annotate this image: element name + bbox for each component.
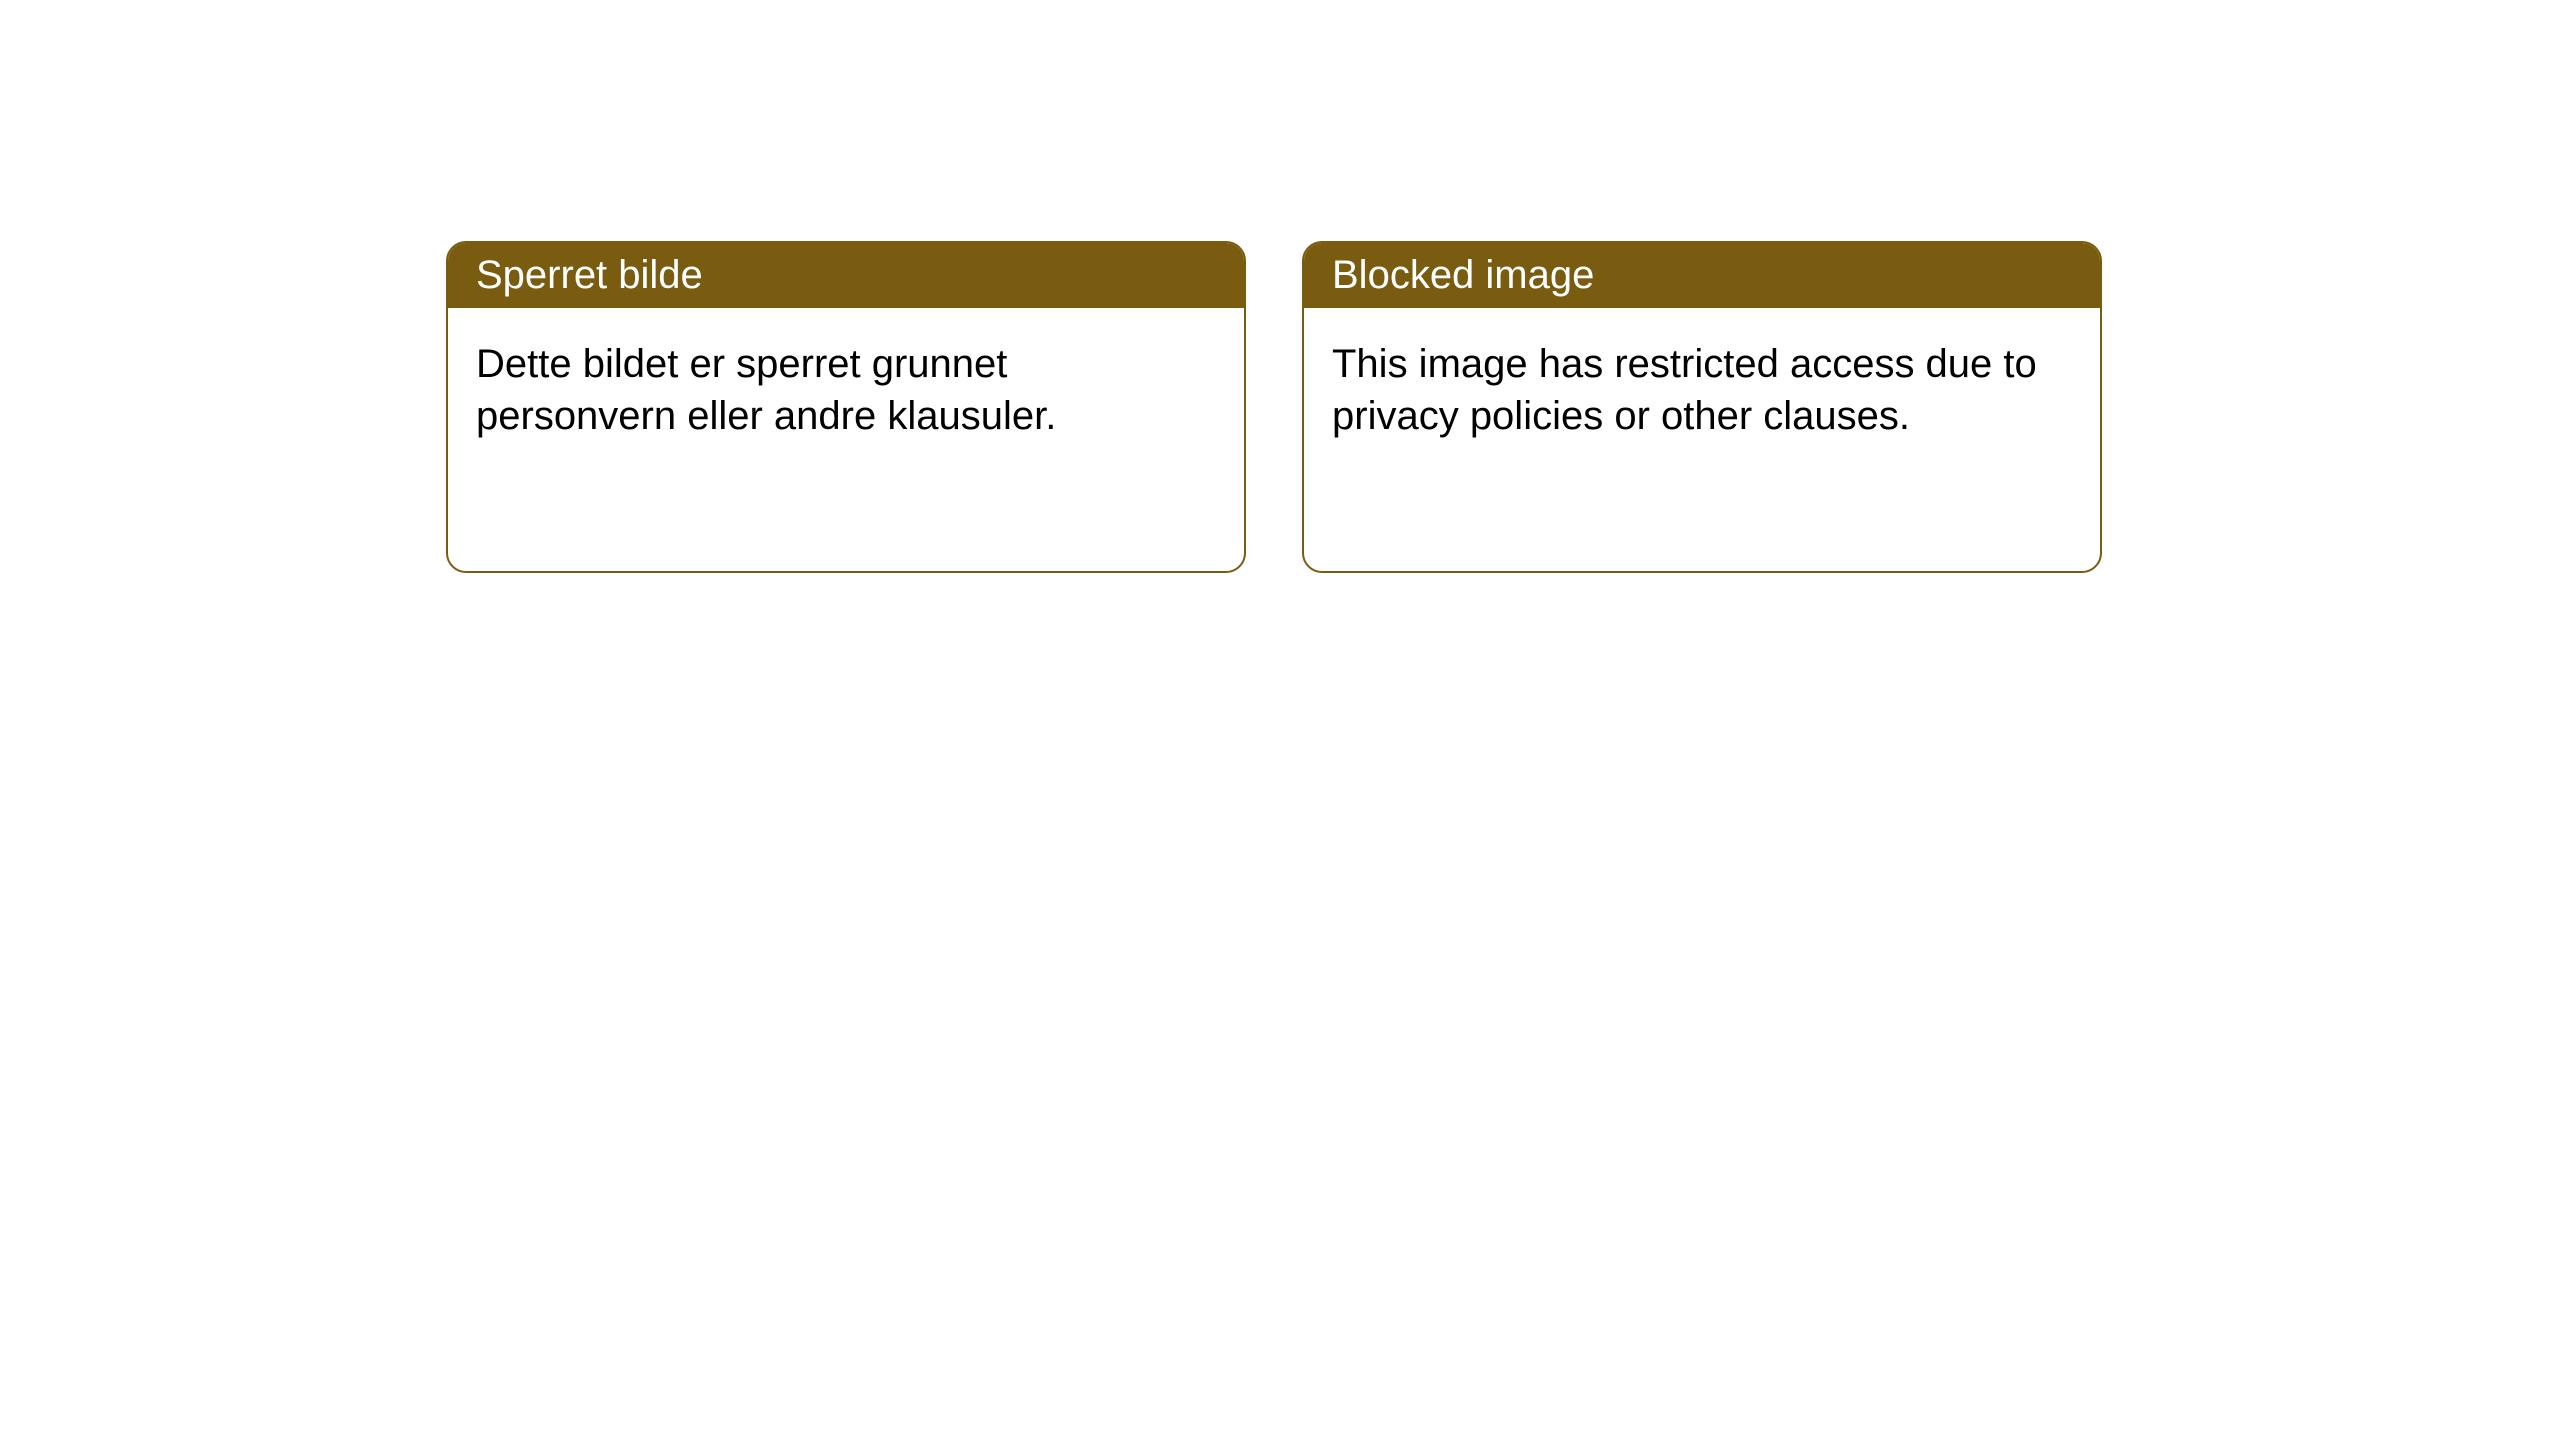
notice-container: Sperret bilde Dette bildet er sperret gr…	[0, 0, 2560, 573]
notice-title: Blocked image	[1332, 253, 1594, 297]
notice-title: Sperret bilde	[476, 253, 703, 297]
notice-card-norwegian: Sperret bilde Dette bildet er sperret gr…	[446, 241, 1246, 573]
notice-header: Blocked image	[1304, 243, 2100, 308]
notice-body: Dette bildet er sperret grunnet personve…	[448, 308, 1244, 472]
notice-header: Sperret bilde	[448, 243, 1244, 308]
notice-body-text: Dette bildet er sperret grunnet personve…	[476, 342, 1056, 438]
notice-card-english: Blocked image This image has restricted …	[1302, 241, 2102, 573]
notice-body: This image has restricted access due to …	[1304, 308, 2100, 472]
notice-body-text: This image has restricted access due to …	[1332, 342, 2037, 438]
